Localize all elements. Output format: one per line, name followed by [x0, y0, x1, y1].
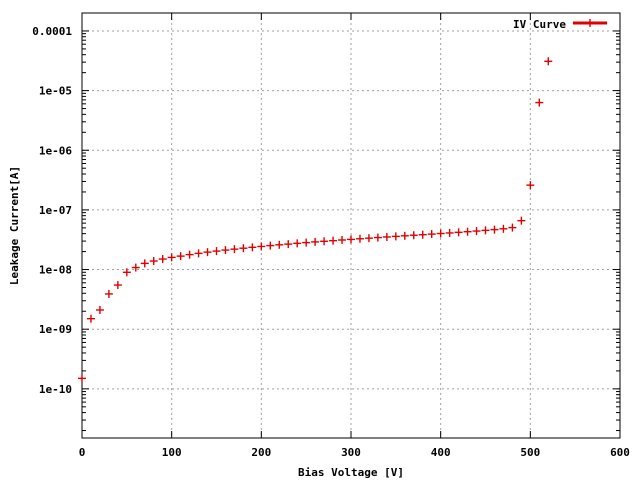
data-point — [517, 216, 526, 225]
data-points — [78, 57, 553, 383]
data-point — [257, 242, 266, 251]
data-point — [185, 250, 194, 259]
data-point — [158, 255, 167, 264]
data-point — [508, 223, 517, 232]
data-point — [338, 235, 347, 244]
data-point — [140, 259, 149, 268]
data-point — [427, 230, 436, 239]
data-point — [544, 57, 553, 66]
data-point — [445, 228, 454, 237]
y-tick-label: 1e-05 — [39, 85, 72, 98]
data-point — [481, 226, 490, 235]
x-tick-label: 500 — [520, 446, 540, 459]
x-tick-label: 400 — [431, 446, 451, 459]
data-point — [400, 231, 409, 240]
data-point — [95, 305, 104, 314]
data-point — [373, 233, 382, 242]
data-point — [194, 249, 203, 258]
data-point — [436, 229, 445, 238]
data-point — [122, 268, 131, 277]
data-point — [176, 252, 185, 261]
y-tick-label: 1e-08 — [39, 264, 72, 277]
data-point — [391, 232, 400, 241]
data-point — [355, 234, 364, 243]
data-point — [248, 243, 257, 252]
data-point — [293, 239, 302, 248]
y-tick-label: 1e-10 — [39, 383, 72, 396]
y-tick-label: 0.0001 — [32, 25, 72, 38]
data-point — [266, 241, 275, 250]
legend: IV Curve — [513, 18, 607, 31]
plot-area-frame — [81, 12, 621, 439]
y-tick-label: 1e-09 — [39, 323, 72, 336]
data-point — [104, 289, 113, 298]
data-point — [86, 314, 95, 323]
data-point — [221, 246, 230, 255]
legend-plus-marker — [586, 19, 594, 27]
x-tick-label: 600 — [610, 446, 630, 459]
data-point — [320, 237, 329, 246]
data-point — [454, 228, 463, 237]
data-point — [113, 281, 122, 290]
data-point — [131, 263, 140, 272]
data-point — [284, 240, 293, 249]
data-point — [329, 236, 338, 245]
y-axis-label: Leakage Current[A] — [8, 166, 21, 285]
x-tick-label: 0 — [79, 446, 86, 459]
data-point — [239, 244, 248, 253]
data-point — [499, 224, 508, 233]
data-point — [167, 253, 176, 262]
data-point — [535, 98, 544, 107]
data-point — [472, 227, 481, 236]
data-point — [275, 240, 284, 249]
x-tick-label: 100 — [162, 446, 182, 459]
x-axis-label: Bias Voltage [V] — [298, 466, 404, 479]
data-point — [230, 245, 239, 254]
data-point — [311, 237, 320, 246]
data-point — [418, 230, 427, 239]
data-point — [78, 374, 86, 383]
data-point — [203, 248, 212, 257]
x-tick-label: 200 — [251, 446, 271, 459]
data-point — [347, 235, 355, 244]
data-point — [409, 231, 418, 240]
data-point — [212, 247, 221, 256]
y-tick-label: 1e-06 — [39, 144, 72, 157]
y-axis-ticks: 1e-10 1e-09 1e-08 1e-07 1e-06 1e-05 0.0001 — [32, 25, 620, 432]
data-point — [149, 257, 158, 266]
data-point — [526, 181, 535, 190]
y-tick-label: 1e-07 — [39, 204, 72, 217]
data-point — [490, 225, 499, 234]
data-point — [302, 238, 311, 247]
legend-label: IV Curve — [513, 18, 566, 31]
data-point — [382, 232, 391, 241]
data-point — [463, 227, 472, 236]
grid — [82, 13, 620, 438]
x-axis-ticks: 0 100 200 300 400 500 600 — [79, 13, 630, 459]
data-point — [364, 234, 373, 243]
x-tick-label: 300 — [341, 446, 361, 459]
